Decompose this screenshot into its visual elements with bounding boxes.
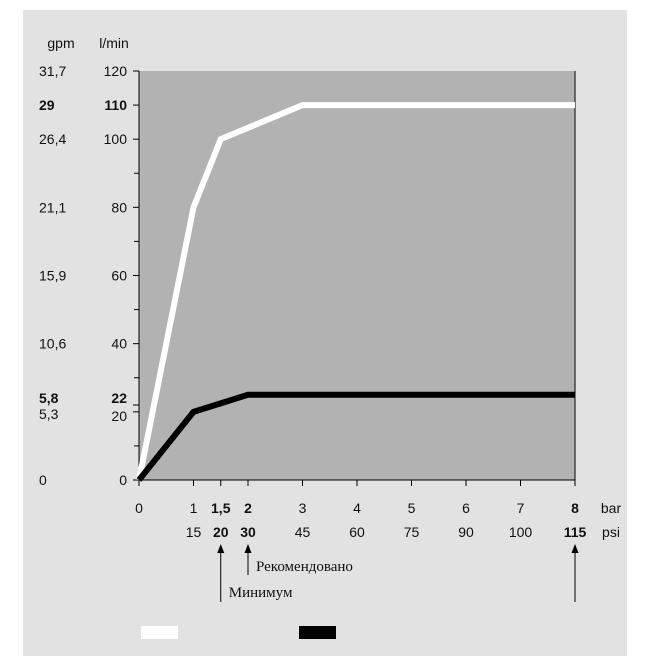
- y-tick-label-gpm: 29: [39, 97, 55, 113]
- y-tick-label-lpm: 100: [104, 131, 128, 147]
- x-unit-psi: psi: [602, 524, 620, 540]
- x-tick-label-psi: 30: [240, 524, 256, 540]
- y-tick-label-lpm: 120: [104, 63, 128, 79]
- annotation-label: Рекомендовано: [256, 559, 353, 575]
- y-tick-label-lpm: 60: [111, 268, 127, 284]
- x-tick-label-psi: 75: [404, 524, 420, 540]
- y-tick-label-gpm: 21,1: [39, 199, 66, 215]
- y-tick-label-gpm: 5,8: [39, 390, 59, 406]
- y-tick-label-lpm: 110: [104, 97, 127, 113]
- x-tick-label-bar: 2: [244, 500, 252, 516]
- legend-swatch-black: [299, 626, 336, 639]
- y-tick-label-lpm: 80: [111, 199, 127, 215]
- x-tick-label-psi: 20: [213, 524, 229, 540]
- y-tick-label-lpm: 20: [111, 408, 127, 424]
- x-tick-label-bar: 5: [408, 500, 416, 516]
- y-tick-label-gpm: 26,4: [39, 131, 66, 147]
- y-tick-label-lpm: 40: [111, 336, 127, 352]
- annotation-arrowhead: [244, 544, 252, 553]
- y-tick-label-lpm: 22: [111, 390, 127, 406]
- y-unit-gpm: gpm: [47, 35, 74, 51]
- plot-area: [139, 71, 575, 480]
- y-unit-lpm: l/min: [99, 35, 129, 51]
- series-line-2: [136, 391, 575, 482]
- chart-panel: gpm l/min bar psi 0 0 20 5,3 22 5,8 40 10,6 60 15,9 80…: [23, 10, 627, 656]
- x-tick-label-bar: 3: [299, 500, 307, 516]
- legend-swatch-white: [141, 626, 178, 639]
- y-tick-label-gpm: 10,6: [39, 336, 66, 352]
- x-tick-label-psi: 15: [186, 524, 202, 540]
- y-tick-label-gpm: 31,7: [39, 63, 66, 79]
- flow-pressure-chart: gpm l/minbarpsi00205,3225,84010,66015,980…: [39, 35, 622, 639]
- series-line-1: [136, 102, 575, 481]
- x-tick-label-bar: 1,5: [211, 500, 231, 516]
- x-tick-label-bar: 1: [190, 500, 198, 516]
- y-tick-label-gpm: 0: [39, 472, 47, 488]
- y-tick-label-gpm: 15,9: [39, 268, 66, 284]
- x-tick-label-bar: 6: [462, 500, 470, 516]
- annotation-label: Минимум: [229, 585, 293, 601]
- annotation-arrowhead: [571, 544, 579, 553]
- x-unit-bar: bar: [601, 500, 622, 516]
- x-tick-label-psi: 115: [564, 524, 587, 540]
- y-tick-label-lpm: 0: [119, 472, 127, 488]
- annotation-arrowhead: [217, 544, 225, 553]
- x-tick-label-bar: 7: [517, 500, 525, 516]
- x-tick-label-psi: 100: [509, 524, 533, 540]
- y-tick-label-gpm: 5,3: [39, 406, 59, 422]
- x-tick-label-psi: 60: [349, 524, 365, 540]
- x-tick-label-bar: 0: [135, 500, 143, 516]
- x-tick-label-psi: 45: [295, 524, 311, 540]
- x-tick-label-psi: 90: [458, 524, 474, 540]
- x-tick-label-bar: 8: [571, 500, 579, 516]
- x-tick-label-bar: 4: [353, 500, 361, 516]
